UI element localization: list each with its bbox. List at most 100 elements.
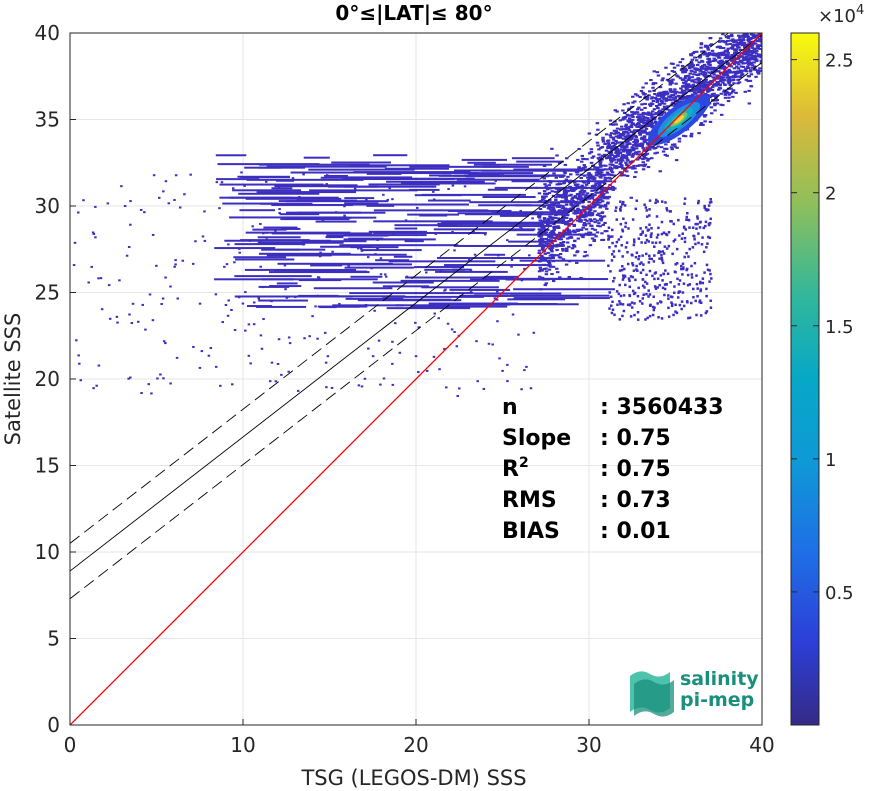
density-cell (671, 94, 676, 97)
density-streak (309, 189, 418, 192)
density-cell (600, 212, 605, 215)
density-cell (732, 56, 737, 59)
density-dot (77, 354, 80, 357)
density-cell (740, 73, 745, 76)
density-cell (600, 171, 604, 174)
density-dot (391, 340, 394, 343)
density-dot (520, 388, 523, 391)
density-cell (694, 59, 699, 62)
density-cell (731, 78, 736, 82)
density-cell (659, 300, 662, 303)
density-cell (662, 252, 666, 255)
density-cell (683, 197, 687, 200)
density-cell (583, 218, 587, 221)
density-cell (608, 307, 611, 310)
density-cell (592, 239, 596, 242)
density-cell (630, 253, 634, 256)
density-cell (702, 86, 706, 89)
density-cell (738, 55, 743, 58)
density-cell (686, 300, 689, 304)
density-cell (620, 268, 624, 272)
density-dot (314, 305, 317, 308)
density-cell (573, 195, 578, 198)
density-cell (583, 224, 588, 227)
density-cell (701, 277, 705, 280)
density-cell (589, 219, 593, 223)
density-cell (743, 90, 748, 93)
density-cell (649, 235, 653, 239)
density-cell (657, 94, 662, 97)
density-dot (525, 365, 528, 368)
density-cell (612, 144, 616, 148)
density-cell (648, 208, 651, 211)
density-cell (540, 243, 544, 246)
density-cell (728, 39, 733, 42)
density-cell (614, 135, 619, 138)
density-dot (167, 202, 171, 205)
density-cell (595, 219, 600, 222)
density-streak (515, 204, 562, 207)
density-cell (633, 302, 636, 305)
density-cell (734, 50, 739, 53)
density-cell (644, 119, 649, 122)
density-cell (676, 75, 680, 78)
density-dot (472, 230, 475, 233)
density-cell (718, 45, 723, 48)
density-cell (672, 143, 677, 146)
density-cell (577, 147, 581, 151)
identity-line (70, 33, 762, 725)
density-dot (287, 336, 291, 339)
density-cell (747, 75, 751, 78)
density-dot (191, 262, 195, 265)
density-cell (727, 93, 731, 96)
density-dot (494, 179, 497, 182)
density-cell (543, 192, 547, 195)
density-streak (317, 253, 407, 256)
density-cell (683, 240, 687, 244)
x-tick-label: 20 (403, 733, 428, 757)
density-cell (571, 199, 575, 203)
density-cell (695, 274, 698, 277)
density-cell (658, 283, 661, 287)
density-cell (682, 304, 686, 308)
density-dot (244, 329, 247, 332)
density-dot (463, 185, 467, 188)
density-dot (287, 295, 291, 298)
density-cell (709, 299, 712, 303)
x-tick-label: 10 (230, 733, 255, 757)
density-cell (571, 196, 575, 199)
density-cell (746, 38, 751, 41)
density-streak (454, 169, 502, 172)
density-cell (745, 33, 749, 36)
density-cell (662, 90, 666, 93)
density-cell (541, 237, 545, 241)
density-cell (587, 176, 592, 179)
density-dot (72, 264, 76, 267)
density-cell (654, 112, 658, 115)
density-cell (712, 73, 716, 76)
density-cell (740, 44, 745, 47)
density-cell (663, 107, 667, 110)
density-cell (693, 81, 697, 84)
density-cell (724, 49, 728, 52)
density-cell (575, 197, 580, 200)
density-cell (622, 103, 626, 106)
density-cell (600, 216, 605, 219)
density-cell (683, 76, 687, 80)
density-cell (690, 85, 694, 88)
density-cell (607, 144, 612, 147)
density-cell (575, 185, 579, 188)
density-cell (711, 52, 716, 55)
density-streak (303, 156, 330, 159)
density-streak (516, 160, 564, 163)
density-streak (308, 168, 415, 171)
density-cell (706, 54, 711, 57)
density-cell (609, 270, 612, 273)
density-cell (558, 188, 563, 191)
density-cell (587, 132, 592, 135)
density-cell (661, 286, 665, 290)
density-cell (549, 239, 554, 242)
density-cell (627, 166, 632, 169)
density-cell (599, 146, 603, 149)
density-cell (640, 164, 645, 167)
